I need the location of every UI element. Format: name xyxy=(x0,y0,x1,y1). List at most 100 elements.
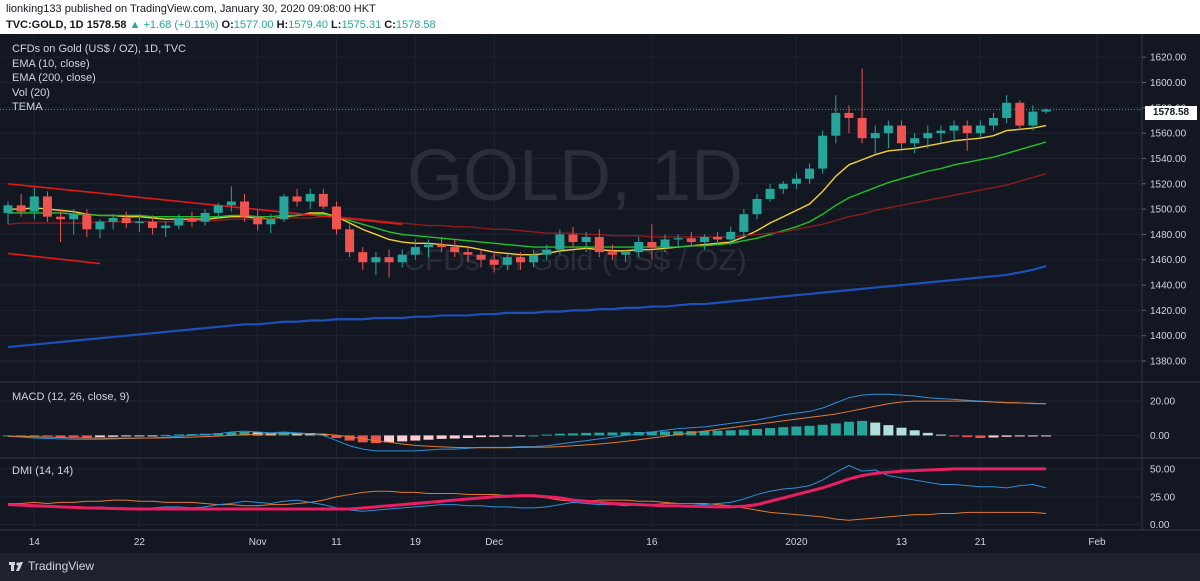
x-tick-label: 16 xyxy=(646,537,658,548)
macd-histogram-bar xyxy=(765,428,776,436)
candle xyxy=(1028,105,1038,131)
macd-histogram-bar xyxy=(660,431,670,436)
candle-body xyxy=(883,125,893,134)
candle xyxy=(1015,100,1025,131)
candle-body xyxy=(765,188,775,199)
candle xyxy=(581,231,591,253)
x-tick-label: 11 xyxy=(331,537,342,548)
macd-histogram-bar xyxy=(975,435,986,438)
macd-histogram-bar xyxy=(949,435,960,437)
candle-body xyxy=(69,214,79,220)
candle-body xyxy=(371,257,381,263)
candle-body xyxy=(56,216,66,220)
candle-body xyxy=(16,205,26,212)
candle-body xyxy=(634,242,644,253)
macd-histogram-bar xyxy=(397,435,408,442)
candle xyxy=(423,239,433,258)
publish-header: lionking133 published on TradingView.com… xyxy=(0,0,1200,34)
candle xyxy=(739,209,749,237)
candle xyxy=(515,252,525,270)
candle-body xyxy=(529,254,539,263)
macd-histogram-bar xyxy=(423,435,434,440)
macd-histogram-bar xyxy=(568,433,579,436)
macd-histogram-bar xyxy=(857,420,868,436)
candle xyxy=(726,226,736,245)
candle xyxy=(857,68,867,144)
low-label: L: xyxy=(331,19,342,31)
macd-histogram-bar xyxy=(725,430,736,436)
candle-body xyxy=(148,221,158,229)
candle xyxy=(450,239,460,258)
macd-histogram-bar xyxy=(830,423,841,436)
candle xyxy=(752,193,762,220)
macd-histogram-bar xyxy=(791,426,802,436)
last-price: 1578.58 xyxy=(86,19,127,31)
macd-histogram-bar xyxy=(160,434,171,436)
open-value: 1577.00 xyxy=(233,19,274,31)
open-label: O: xyxy=(221,19,234,31)
candle-body xyxy=(818,135,828,169)
macd-histogram-bar xyxy=(318,434,329,436)
candle-body xyxy=(831,112,841,136)
dmi-tick-label: 25.00 xyxy=(1150,492,1175,503)
candle-body xyxy=(989,117,998,126)
candle xyxy=(765,183,775,202)
candle xyxy=(318,188,328,210)
macd-histogram-bar xyxy=(370,435,381,444)
candle-body xyxy=(739,214,749,232)
candle-body xyxy=(187,217,197,222)
y-tick-label: 1460.00 xyxy=(1150,255,1187,266)
candle xyxy=(174,214,184,230)
candle xyxy=(95,219,105,239)
dmi-plus-line xyxy=(7,465,1047,512)
candle xyxy=(621,249,631,263)
ohlc-line: TVC:GOLD, 1D 1578.58 ▲ +1.68 (+0.11%) O:… xyxy=(6,19,436,31)
candle xyxy=(358,247,368,270)
y-tick-label: 1540.00 xyxy=(1150,154,1187,165)
legend-macd: MACD (12, 26, close, 9) xyxy=(12,391,130,403)
chart-canvas[interactable]: 14 22 Nov 11 19 Dec 16 2020 13 21 Feb 1380.00 1400.0… xyxy=(0,34,1200,553)
y-tick-label: 1380.00 xyxy=(1150,357,1187,368)
candle-body xyxy=(279,196,289,220)
candle xyxy=(16,193,26,217)
candle-body xyxy=(607,252,617,255)
dmi-adx-line xyxy=(7,467,1047,511)
candle xyxy=(3,201,13,225)
candle-body xyxy=(778,183,788,189)
macd-histogram-bar xyxy=(1014,435,1025,437)
candle xyxy=(56,209,66,243)
macd-histogram-bar xyxy=(502,435,513,437)
candle-body xyxy=(253,216,263,225)
macd-histogram-bar xyxy=(870,422,881,436)
candle xyxy=(305,188,315,210)
macd-histogram-bar xyxy=(922,432,933,436)
macd-histogram-bar xyxy=(239,432,250,436)
candle xyxy=(594,229,604,258)
candle xyxy=(897,120,907,149)
y-tick-label: 1400.00 xyxy=(1150,331,1187,342)
candle-body xyxy=(226,201,236,206)
candle xyxy=(200,209,210,226)
candle-body xyxy=(673,238,683,240)
close-value: 1578.58 xyxy=(395,19,436,31)
macd-histogram-bar xyxy=(843,421,854,436)
candle-body xyxy=(923,133,933,139)
macd-tick-label: 20.00 xyxy=(1150,397,1175,408)
candle-body xyxy=(1028,111,1038,126)
candle-body xyxy=(437,244,447,248)
macd-histogram-bar xyxy=(213,433,224,436)
candle-body xyxy=(358,252,368,263)
candle-body xyxy=(476,254,486,260)
candle-body xyxy=(121,217,131,224)
macd-histogram-bar xyxy=(712,430,723,436)
macd-histogram-bar xyxy=(751,428,762,436)
last-price-tag: 1578.58 xyxy=(1145,106,1197,120)
x-tick-label: 22 xyxy=(134,537,146,548)
candle-body xyxy=(542,249,552,255)
y-tick-label: 1620.00 xyxy=(1150,53,1187,64)
candle xyxy=(345,224,355,258)
macd-histogram-bar xyxy=(554,433,565,436)
candle xyxy=(818,130,828,174)
candle-body xyxy=(134,221,144,224)
candle-body xyxy=(647,242,657,248)
